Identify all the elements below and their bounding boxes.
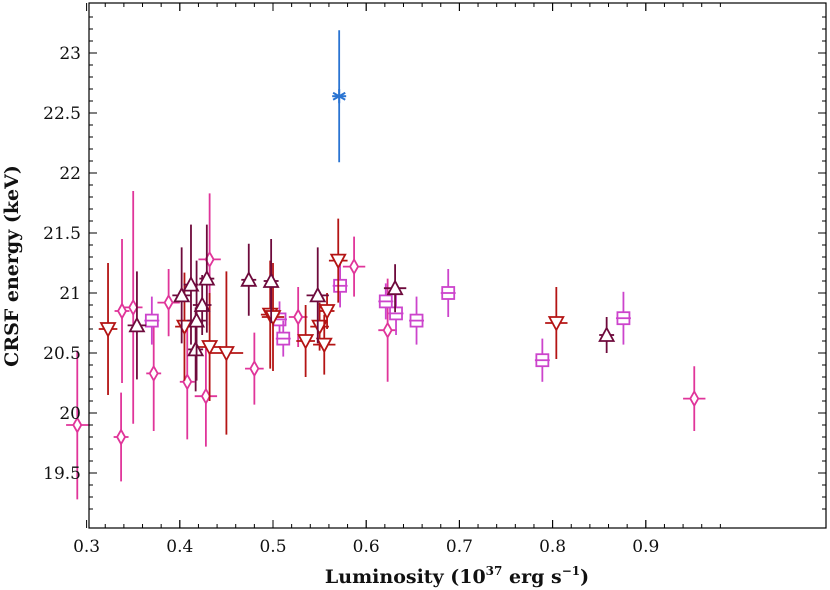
data-point-triangle-down — [545, 287, 568, 359]
triangle-down-marker — [201, 340, 219, 356]
triangle-up-marker — [598, 326, 616, 342]
triangle-up-marker — [188, 311, 206, 328]
y-tick-label: 23 — [59, 44, 81, 64]
diamond-marker — [163, 293, 174, 312]
triangle-up-marker — [198, 269, 216, 286]
tick-labels: 0.3 0.4 0.5 0.6 0.7 0.8 0.9 19.5 20 20.5 21 21.5 22 2… — [43, 44, 659, 557]
x-tick-label: 0.6 — [353, 537, 380, 557]
data-point-square — [440, 269, 456, 317]
triangle-up-marker — [173, 286, 191, 303]
diamond-marker — [128, 298, 139, 317]
data-point-triangle-down — [98, 263, 118, 395]
x-tick-label: 0.4 — [166, 537, 193, 557]
triangle-down-marker — [264, 310, 282, 326]
axis-ticks — [86, 3, 826, 528]
y-tick-label: 19.5 — [43, 464, 81, 484]
data-point-triangle-up — [127, 271, 147, 380]
data-point-triangle-down — [313, 314, 336, 375]
x-axis-title: Luminosity (1037 erg s−1) — [325, 564, 589, 588]
y-tick-label: 22 — [59, 164, 81, 184]
x-tick-label: 0.8 — [539, 537, 566, 557]
data-point-diamond — [123, 191, 143, 424]
diamond-marker — [200, 387, 211, 406]
data-point-square — [409, 296, 424, 345]
y-tick-label: 21.5 — [43, 224, 81, 244]
diamond-marker — [116, 428, 127, 446]
diamond-marker — [249, 359, 260, 378]
triangle-down-marker — [329, 253, 347, 270]
diamond-marker — [148, 364, 159, 383]
data-point-triangle-up — [306, 247, 329, 344]
triangle-up-marker — [182, 275, 200, 292]
triangle-up-marker — [240, 270, 258, 287]
data-point-diamond — [342, 236, 366, 297]
diamond-marker — [293, 308, 304, 326]
data-point-triangle-down — [318, 293, 336, 329]
data-point-diamond — [245, 332, 264, 405]
diamond-marker — [72, 416, 83, 434]
y-axis-title: CRSF energy (keV) — [1, 165, 23, 367]
data-point-square — [275, 320, 291, 357]
y-tick-label: 22.5 — [43, 104, 81, 124]
data-point-triangle-up — [383, 264, 407, 313]
data-point-diamond — [194, 345, 218, 447]
triangle-up-marker — [309, 286, 327, 303]
y-tick-label: 20.5 — [43, 344, 81, 364]
diamond-marker — [116, 302, 128, 320]
triangle-down-marker — [547, 316, 565, 332]
data-point-diamond — [114, 239, 130, 383]
data-point-diamond — [378, 278, 397, 382]
data-point-diamond — [288, 287, 308, 347]
data-points — [66, 30, 706, 500]
data-point-triangle-up — [598, 317, 616, 353]
triangle-up-marker — [187, 340, 205, 357]
triangle-up-marker — [262, 272, 280, 288]
data-point-triangle-up — [198, 224, 216, 333]
data-point-diamond — [113, 392, 129, 482]
data-point-triangle-up — [262, 239, 280, 323]
data-point-square — [388, 291, 404, 335]
data-point-square — [534, 338, 550, 382]
diamond-marker — [349, 257, 360, 276]
data-point-square — [615, 291, 631, 345]
diamond-marker — [689, 389, 700, 408]
x-tick-label: 0.9 — [632, 537, 659, 557]
x-tick-label: 0.7 — [446, 537, 473, 557]
triangle-down-marker — [99, 322, 117, 338]
x-tick-label: 0.3 — [73, 537, 100, 557]
triangle-up-marker — [386, 279, 404, 296]
triangle-down-marker — [311, 319, 329, 336]
data-point-triangle-up — [172, 247, 191, 344]
data-point-diamond — [683, 366, 706, 431]
triangle-up-marker — [128, 316, 146, 333]
data-point-square — [144, 296, 160, 345]
y-tick-label: 21 — [59, 284, 81, 304]
data-point-triangle-down — [296, 305, 315, 377]
triangle-up-marker — [193, 296, 211, 312]
triangle-down-marker — [297, 334, 315, 350]
x-tick-label: 0.5 — [259, 537, 286, 557]
triangle-down-marker — [217, 346, 235, 362]
data-point-diamond — [157, 269, 180, 337]
triangle-down-marker — [318, 304, 336, 320]
plot-frame — [88, 2, 827, 529]
y-tick-label: 20 — [59, 404, 81, 424]
data-point-triangle-up — [240, 243, 258, 316]
data-point-triangle-down — [209, 271, 244, 435]
data-point-square — [378, 283, 394, 320]
data-point-diamond — [66, 350, 89, 500]
data-point-star — [332, 30, 347, 163]
triangle-down-marker — [315, 337, 333, 354]
data-point-diamond — [146, 315, 162, 431]
data-point-square — [332, 264, 348, 308]
data-point-triangle-up — [187, 260, 206, 381]
data-point-triangle-down — [328, 218, 348, 303]
diamond-marker — [382, 321, 393, 340]
